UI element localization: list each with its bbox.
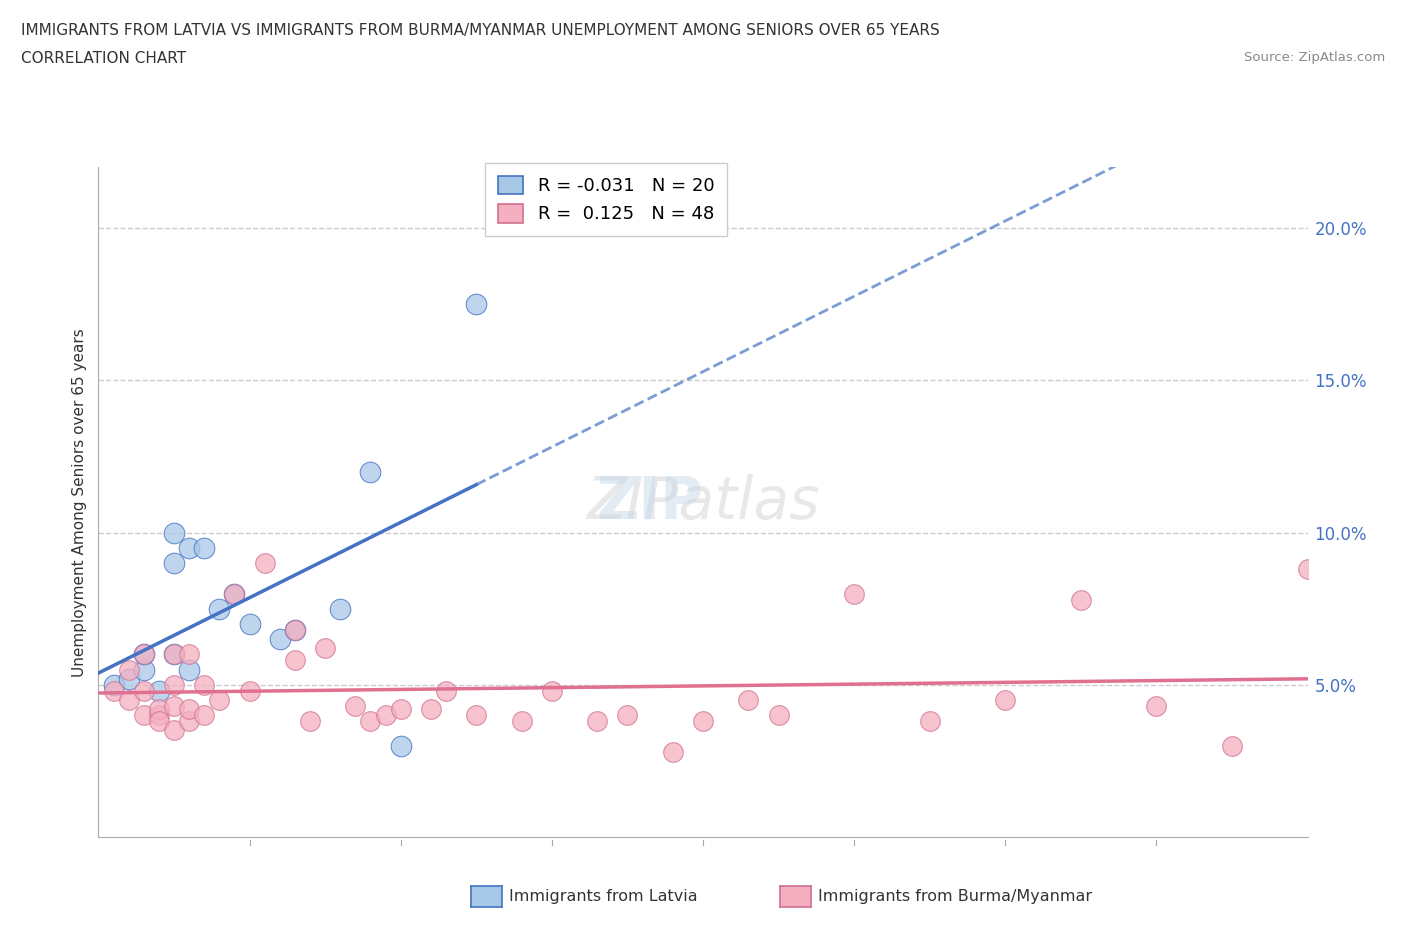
Point: [768, 708, 790, 723]
Text: Immigrants from Burma/Myanmar: Immigrants from Burma/Myanmar: [818, 889, 1092, 904]
Point: [420, 702, 443, 717]
Point: [163, 723, 186, 737]
Point: [163, 647, 186, 662]
Point: [344, 698, 367, 713]
Point: [329, 602, 352, 617]
Point: [284, 622, 307, 637]
Point: [737, 693, 759, 708]
Text: ZIP: ZIP: [596, 473, 703, 531]
Point: [163, 555, 186, 570]
Text: ZIPatlas: ZIPatlas: [586, 473, 820, 531]
Point: [148, 684, 170, 698]
Point: [586, 714, 609, 729]
Point: [299, 714, 322, 729]
Text: CORRELATION CHART: CORRELATION CHART: [21, 51, 186, 66]
Point: [253, 555, 276, 570]
Point: [844, 586, 866, 601]
Point: [163, 698, 186, 713]
Point: [132, 708, 155, 723]
Point: [1146, 698, 1168, 713]
Text: IMMIGRANTS FROM LATVIA VS IMMIGRANTS FROM BURMA/MYANMAR UNEMPLOYMENT AMONG SENIO: IMMIGRANTS FROM LATVIA VS IMMIGRANTS FRO…: [21, 23, 939, 38]
Text: Source: ZipAtlas.com: Source: ZipAtlas.com: [1244, 51, 1385, 64]
Point: [103, 677, 125, 692]
Point: [163, 647, 186, 662]
Point: [1296, 562, 1319, 577]
Point: [118, 671, 141, 686]
Point: [314, 641, 336, 656]
Point: [360, 714, 382, 729]
Point: [148, 714, 170, 729]
Point: [389, 738, 412, 753]
Point: [510, 714, 533, 729]
Point: [224, 586, 246, 601]
Point: [360, 464, 382, 479]
Point: [918, 714, 941, 729]
Point: [132, 684, 155, 698]
Point: [239, 684, 262, 698]
Point: [224, 586, 246, 601]
Point: [179, 647, 201, 662]
Point: [374, 708, 396, 723]
Point: [434, 684, 457, 698]
Point: [1070, 592, 1092, 607]
Point: [208, 693, 231, 708]
Point: [284, 653, 307, 668]
Point: [193, 540, 215, 555]
Point: [662, 744, 685, 759]
Point: [179, 702, 201, 717]
Point: [179, 540, 201, 555]
Point: [465, 297, 488, 312]
Point: [132, 647, 155, 662]
Point: [132, 662, 155, 677]
Point: [389, 702, 412, 717]
Text: Immigrants from Latvia: Immigrants from Latvia: [509, 889, 697, 904]
Point: [179, 662, 201, 677]
Point: [132, 647, 155, 662]
Point: [118, 693, 141, 708]
Point: [616, 708, 638, 723]
Point: [163, 677, 186, 692]
Point: [692, 714, 714, 729]
Point: [465, 708, 488, 723]
Point: [208, 602, 231, 617]
Point: [148, 702, 170, 717]
Point: [193, 677, 215, 692]
Point: [284, 622, 307, 637]
Point: [269, 631, 291, 646]
Point: [994, 693, 1017, 708]
Point: [163, 525, 186, 540]
Point: [1220, 738, 1243, 753]
Point: [193, 708, 215, 723]
Point: [179, 714, 201, 729]
Point: [148, 708, 170, 723]
Point: [239, 617, 262, 631]
Legend: R = -0.031   N = 20, R =  0.125   N = 48: R = -0.031 N = 20, R = 0.125 N = 48: [485, 163, 727, 236]
Point: [118, 662, 141, 677]
Point: [103, 684, 125, 698]
Y-axis label: Unemployment Among Seniors over 65 years: Unemployment Among Seniors over 65 years: [72, 328, 87, 677]
Point: [541, 684, 564, 698]
